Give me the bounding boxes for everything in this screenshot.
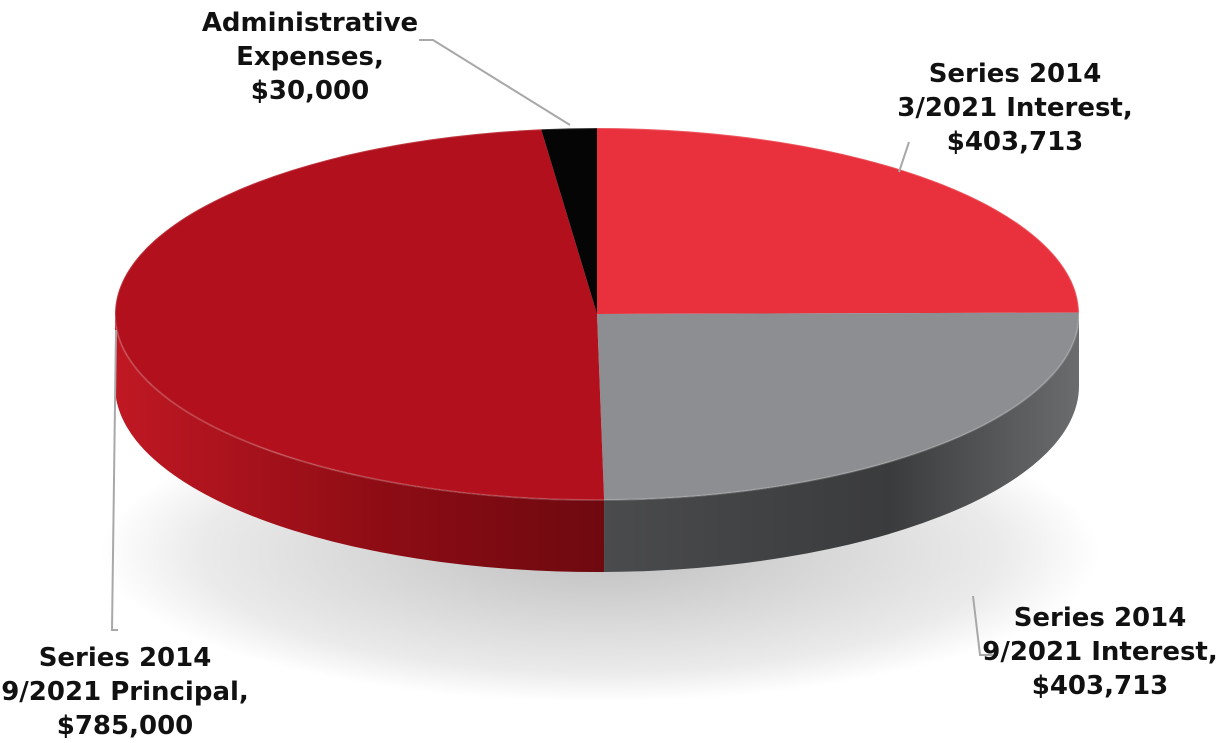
pie-slice-principal-9-2021: [114, 129, 605, 500]
label-line: $403,713: [946, 127, 1084, 157]
label-line: $30,000: [250, 76, 370, 106]
leader-line-principal-9-2021: [110, 329, 118, 631]
slice-label-interest-9-2021: Series 2014 9/2021 Interest, $403,713: [980, 601, 1220, 703]
label-line: Administrative: [201, 8, 419, 38]
slice-label-principal-9-2021: Series 2014 9/2021 Principal, $785,000: [0, 641, 250, 743]
pie-side-principal-9-2021: [115, 314, 605, 572]
pie-tops: [114, 127, 1080, 501]
label-line: 9/2021 Interest,: [982, 637, 1218, 667]
slice-label-interest-3-2021: Series 2014 3/2021 Interest, $403,713: [895, 57, 1135, 159]
pie-slice-administrative-expenses: [541, 128, 597, 314]
pie-sides: [115, 314, 1079, 572]
label-line: Series 2014: [38, 643, 212, 673]
pie-slice-interest-9-2021: [597, 312, 1079, 500]
label-line: Expenses,: [236, 42, 384, 72]
label-line: $403,713: [1031, 671, 1169, 701]
leader-line-interest-9-2021: [972, 595, 998, 656]
leader-line-administrative-expenses: [419, 39, 571, 126]
slice-label-administrative-expenses: Administrative Expenses, $30,000: [195, 6, 425, 108]
leader-line-interest-3-2021: [898, 141, 910, 173]
label-line: 9/2021 Principal,: [1, 677, 249, 707]
label-line: 3/2021 Interest,: [897, 93, 1133, 123]
pie-side-interest-9-2021: [604, 314, 1079, 572]
pie-rim: [114, 127, 1080, 501]
label-line: Series 2014: [1013, 603, 1187, 633]
leader-lines: [110, 39, 998, 656]
label-line: $785,000: [56, 711, 194, 741]
label-line: Series 2014: [928, 59, 1102, 89]
pie-slice-interest-3-2021: [597, 128, 1079, 314]
